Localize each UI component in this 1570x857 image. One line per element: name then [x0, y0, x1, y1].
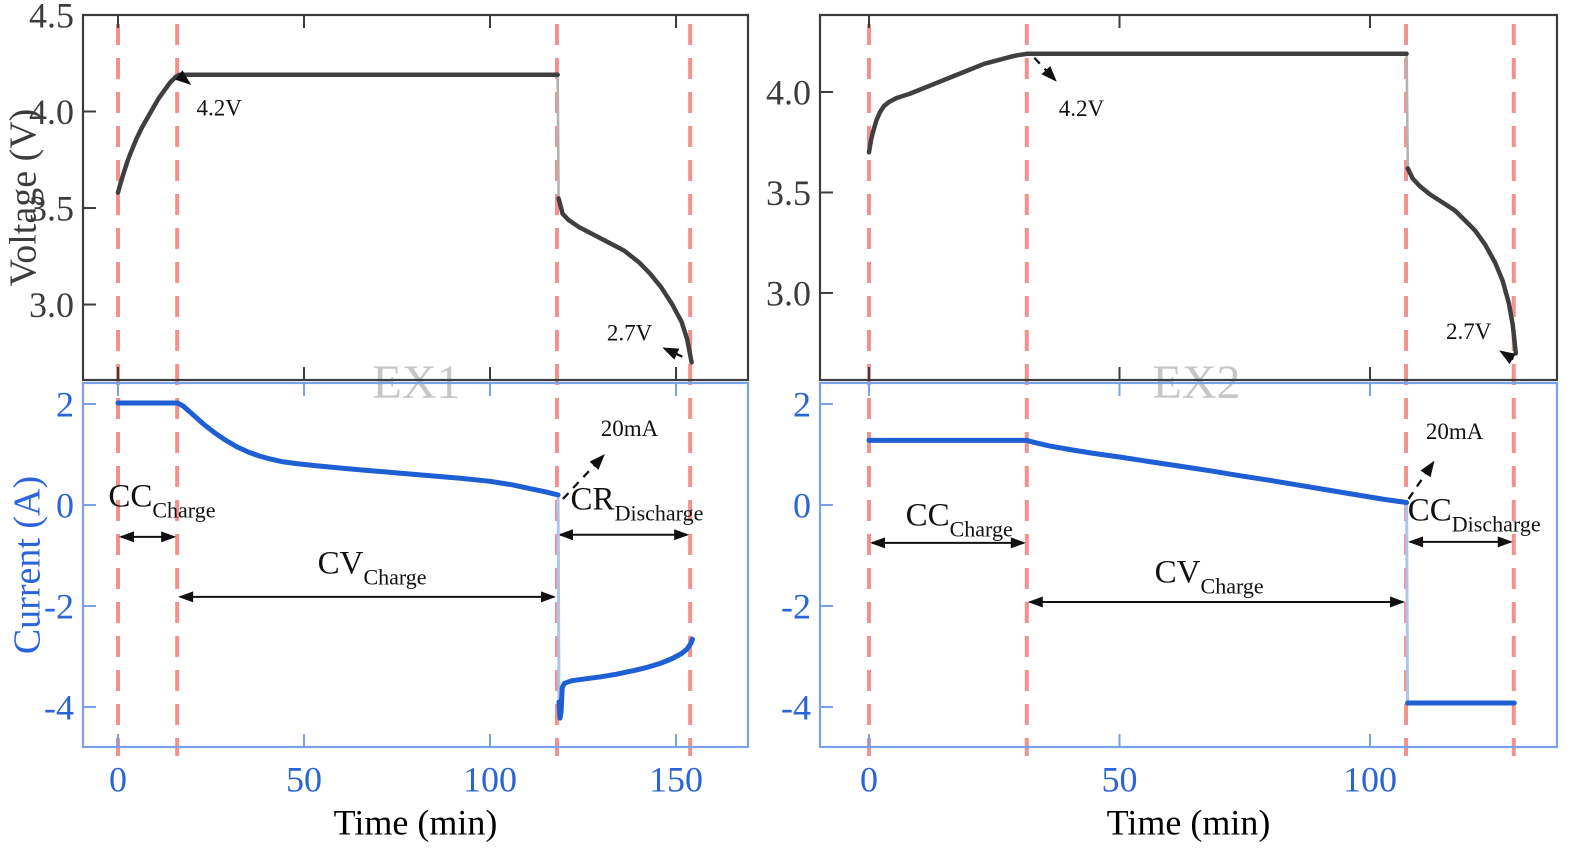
- annotation-arrowhead: [1420, 460, 1435, 478]
- x-tick-label: 0: [109, 760, 127, 800]
- ex1-current-drop-connector: [556, 493, 561, 704]
- current-tick-label: 2: [793, 385, 811, 425]
- ex1-voltage-curve: [556, 196, 694, 365]
- voltage-tick-label: 3.5: [29, 189, 74, 229]
- ex1-voltage-drop-connector: [556, 73, 560, 200]
- phase-cc-discharge-label: CCDischarge: [1408, 493, 1541, 537]
- phase-cc-charge-label: CCCharge: [108, 478, 215, 522]
- phase-cc-charge-label: CCCharge: [906, 498, 1013, 542]
- phase-cv-charge-arrowhead: [1390, 596, 1406, 608]
- ex2-voltage-drop-connector: [1405, 52, 1410, 170]
- current-tick-label: -2: [781, 587, 811, 627]
- current-tick-label: 2: [56, 385, 74, 425]
- ex1-current-curve: [115, 400, 561, 498]
- annotation-arrow-line: [670, 350, 683, 358]
- ex1-voltage-curve: [115, 72, 560, 195]
- phase-cr-discharge-arrowhead: [557, 529, 573, 541]
- voltage-tick-label: 3.0: [29, 285, 74, 325]
- current-tick-label: -4: [44, 688, 74, 728]
- x-tick-label: 0: [860, 760, 878, 800]
- annotation-arrowhead: [1041, 66, 1057, 82]
- x-tick-label: 100: [463, 760, 517, 800]
- phase-cc-charge-arrowhead: [1010, 537, 1026, 549]
- ex2-current-curve: [866, 437, 1410, 505]
- voltage-axis-title: Voltage (V): [2, 109, 44, 287]
- annotation-arrowhead: [662, 347, 680, 360]
- ex2-voltage-curve: [1405, 166, 1519, 356]
- voltage-tick-label: 4.0: [29, 92, 74, 132]
- phase-cr-discharge-label: CRDischarge: [571, 481, 704, 525]
- annotation-arrowhead: [174, 70, 192, 86]
- voltage-tick-label: 3.0: [766, 274, 811, 314]
- ex2-voltage-curve: [866, 51, 1409, 155]
- phase-cv-charge-arrowhead: [1027, 596, 1043, 608]
- current-axis-title: Current (A): [6, 476, 48, 654]
- voltage-subplot-frame: [818, 13, 1559, 382]
- voltage-subplot-frame: [81, 13, 750, 382]
- phase-cc-charge-arrowhead: [869, 537, 885, 549]
- phase-cv-charge-label: CVCharge: [318, 546, 427, 590]
- annotation-20ma: 20mA: [601, 416, 659, 441]
- annotation-2.7v: 2.7V: [607, 321, 653, 346]
- current-tick-label: -4: [781, 688, 811, 728]
- x-tick-label: 100: [1343, 760, 1397, 800]
- ex2-current-drop-connector: [1405, 501, 1410, 705]
- phase-cc-charge-arrowhead: [161, 531, 177, 543]
- time-axis-title: Time (min): [334, 803, 498, 843]
- phase-cv-charge-arrowhead: [178, 591, 194, 603]
- annotation-arrowhead: [589, 454, 605, 470]
- phase-cc-charge-arrowhead: [119, 531, 135, 543]
- annotation-2.7v: 2.7V: [1446, 319, 1492, 344]
- phase-cc-discharge-arrowhead: [1497, 536, 1513, 548]
- phase-cr-discharge-arrowhead: [674, 529, 690, 541]
- time-axis-title: Time (min): [1107, 803, 1271, 843]
- annotation-20ma: 20mA: [1426, 419, 1484, 444]
- current-tick-label: -2: [44, 587, 74, 627]
- voltage-tick-label: 3.5: [766, 173, 811, 213]
- current-tick-label: 0: [793, 486, 811, 526]
- phase-cc-discharge-arrowhead: [1408, 536, 1424, 548]
- phase-cv-charge-arrowhead: [540, 591, 556, 603]
- current-tick-label: 0: [56, 486, 74, 526]
- phase-cv-charge-label: CVCharge: [1155, 555, 1264, 599]
- ex1-current-curve: [556, 636, 695, 721]
- current-subplot-frame: [81, 381, 750, 749]
- x-tick-label: 50: [286, 760, 322, 800]
- x-tick-label: 50: [1101, 760, 1137, 800]
- annotation-arrowhead: [1499, 350, 1516, 364]
- annotation-4.2v: 4.2V: [1059, 96, 1105, 121]
- x-tick-label: 150: [649, 760, 703, 800]
- voltage-tick-label: 4.5: [29, 0, 74, 36]
- annotation-4.2v: 4.2V: [197, 96, 243, 121]
- voltage-tick-label: 4.0: [766, 73, 811, 113]
- annotation-arrow-line: [1407, 468, 1430, 500]
- current-subplot-frame: [818, 381, 1559, 749]
